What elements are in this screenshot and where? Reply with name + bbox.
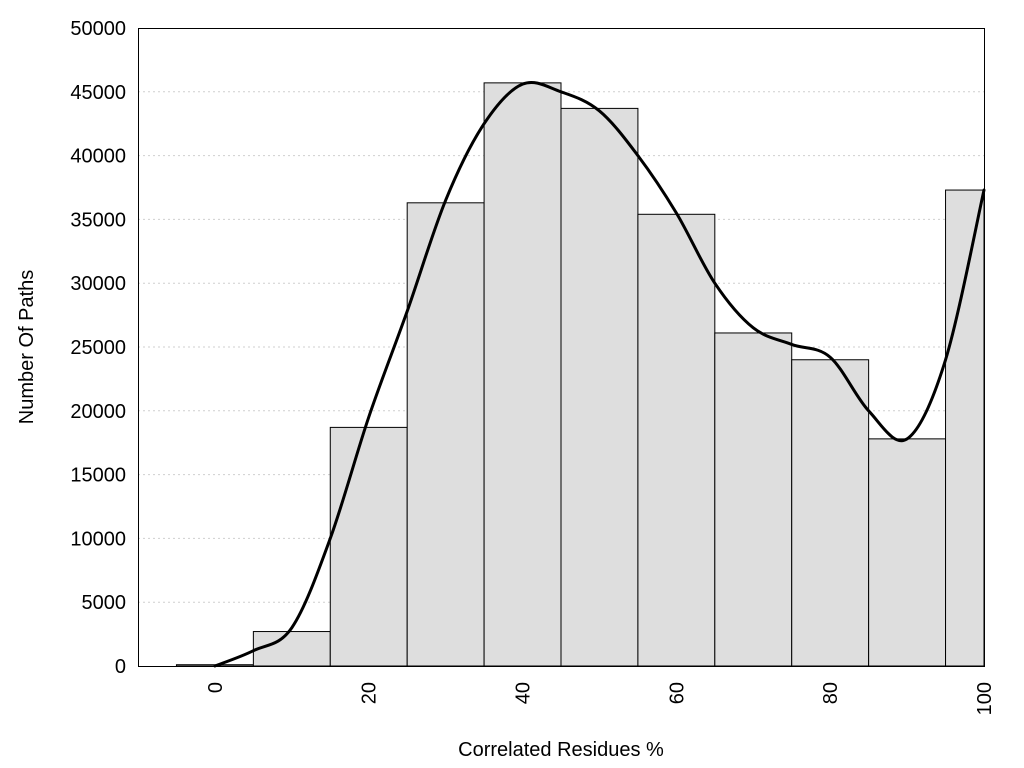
x-axis-ticks: 0 20 40 60 80 100 bbox=[205, 682, 996, 715]
y-tick-label: 45000 bbox=[70, 82, 126, 104]
bar bbox=[868, 438, 947, 667]
y-axis-label: Number Of Paths bbox=[16, 270, 38, 425]
y-tick-label: 10000 bbox=[70, 528, 126, 550]
plot-frame bbox=[138, 28, 985, 667]
y-tick-label: 40000 bbox=[70, 146, 126, 168]
bar bbox=[714, 332, 793, 667]
y-tick-label: 15000 bbox=[70, 465, 126, 487]
bars bbox=[175, 82, 985, 667]
x-tick-label: 80 bbox=[820, 682, 842, 704]
y-tick-label: 35000 bbox=[70, 209, 126, 231]
bar bbox=[637, 213, 716, 667]
y-tick-label: 25000 bbox=[70, 337, 126, 359]
y-tick-label: 20000 bbox=[70, 401, 126, 423]
x-axis-label: Correlated Residues % bbox=[458, 739, 664, 761]
y-tick-label: 5000 bbox=[82, 592, 127, 614]
density-curve-layer bbox=[213, 80, 986, 668]
x-tick-label: 100 bbox=[974, 682, 996, 715]
x-tick-label: 20 bbox=[359, 682, 381, 704]
y-tick-label: 0 bbox=[115, 656, 126, 678]
bar bbox=[560, 107, 639, 667]
y-axis-ticks: 0 5000 10000 15000 20000 25000 30000 35000 40000… bbox=[70, 18, 126, 678]
bar bbox=[329, 426, 408, 667]
y-tick-label: 30000 bbox=[70, 273, 126, 295]
bar bbox=[945, 189, 985, 667]
bar bbox=[252, 631, 331, 667]
bar bbox=[406, 202, 485, 667]
bar bbox=[483, 82, 562, 667]
x-tick-label: 0 bbox=[205, 682, 227, 693]
density-curve bbox=[213, 80, 986, 668]
bar bbox=[791, 359, 870, 667]
x-tick-label: 60 bbox=[666, 682, 688, 704]
y-tick-label: 50000 bbox=[70, 18, 126, 40]
x-tick-label: 40 bbox=[513, 682, 535, 704]
